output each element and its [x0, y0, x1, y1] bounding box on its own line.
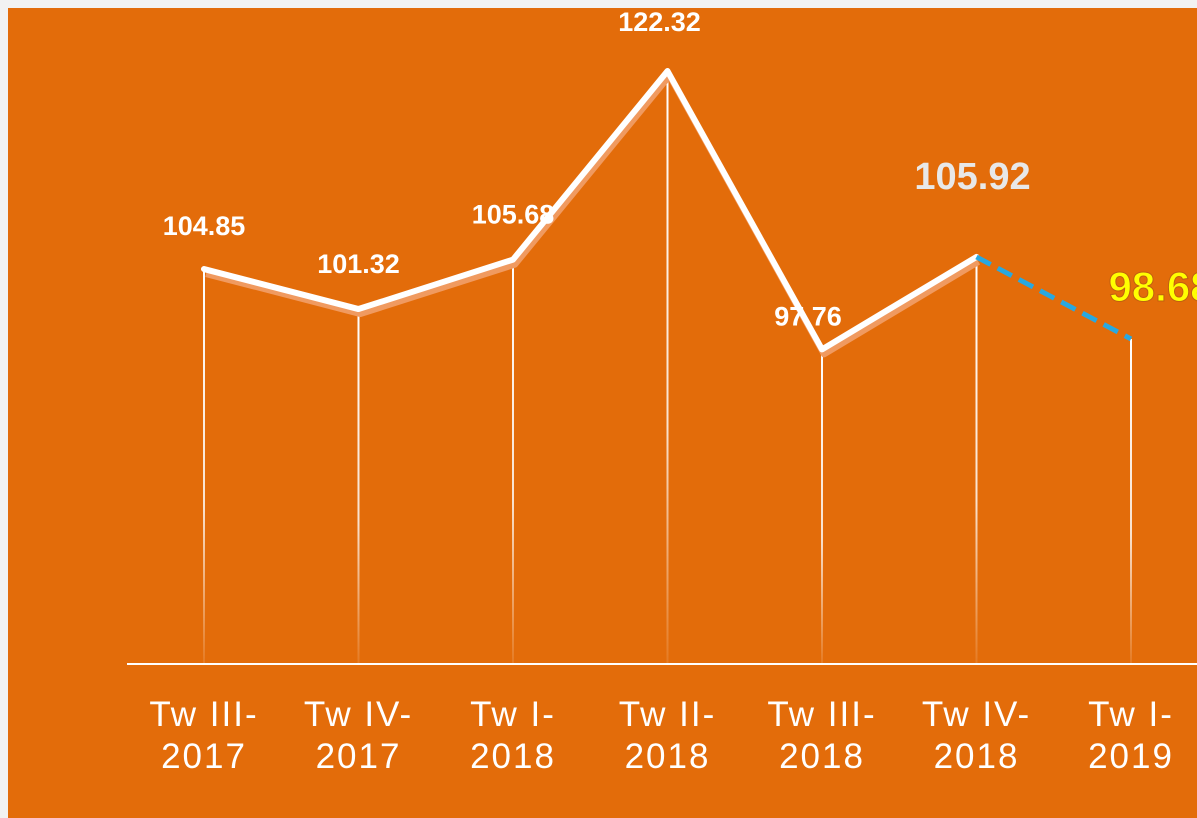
forecast-line [975, 254, 1133, 342]
data-label: 101.32 [317, 249, 400, 279]
x-tick-label: Tw I-2019 [1088, 695, 1174, 776]
chart: 104.85 101.32 105.68 122.32 97.76 105.92 98.68 [127, 8, 1197, 665]
drop-line [357, 309, 360, 664]
x-tick-label: Tw III-2018 [767, 695, 877, 776]
drop-line [203, 269, 205, 664]
drop-line [975, 256, 978, 664]
drop-line [1130, 338, 1132, 664]
data-label: 122.32 [618, 8, 701, 37]
x-tick-label: Tw III-2017 [149, 695, 259, 776]
data-label: 98.68 [1108, 263, 1197, 310]
x-tick-label: Tw IV-2018 [921, 695, 1032, 776]
x-tick-label: Tw II-2018 [618, 695, 717, 776]
chart-area: 104.85 101.32 105.68 122.32 97.76 105.92 98.68… [8, 8, 1197, 818]
line-shadow [205, 73, 981, 358]
x-tick-label: Tw I-2018 [470, 695, 556, 776]
drop-line [821, 349, 823, 664]
data-label: 105.92 [914, 156, 1030, 198]
line [201, 68, 980, 353]
drop-line [512, 259, 514, 664]
drop-line [666, 71, 669, 665]
data-label: 104.85 [163, 211, 246, 241]
data-label: 97.76 [774, 301, 842, 331]
x-tick-label: Tw IV-2017 [303, 695, 414, 776]
data-label: 105.68 [472, 200, 555, 230]
